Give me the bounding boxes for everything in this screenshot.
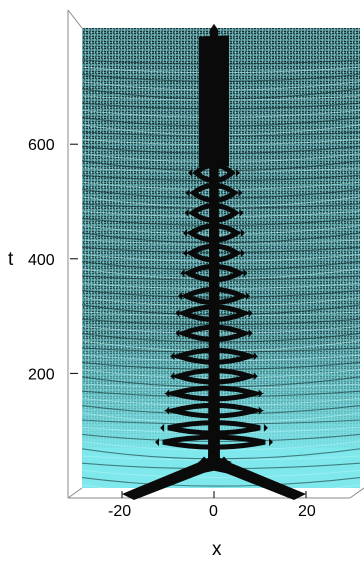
bottom-right-diagonal	[349, 487, 364, 499]
breather-loop	[189, 182, 239, 203]
breather-loop	[170, 368, 258, 385]
breather-loop	[167, 420, 261, 436]
upper-column	[199, 35, 229, 168]
breather-loop	[186, 223, 242, 243]
y-axis-ticks: 200 400 600	[28, 137, 78, 383]
breather-loop	[176, 324, 252, 342]
breather-loop	[176, 304, 252, 323]
y-axis-label: t	[8, 249, 14, 270]
breather-loop	[186, 243, 242, 263]
x-axis-ticks: -20 0 20	[108, 491, 316, 520]
wave-pattern	[122, 23, 306, 500]
collision-core	[186, 456, 242, 477]
breather-loop	[170, 347, 258, 365]
breather-loop	[163, 402, 265, 419]
y-tick-label: 600	[28, 137, 55, 154]
breather-loop	[163, 385, 265, 402]
ripple-line	[82, 477, 360, 487]
bottom-left-diagonal	[67, 487, 83, 499]
breather-loop	[180, 286, 248, 306]
breather-loop	[188, 203, 240, 223]
breather-loop	[183, 263, 245, 283]
x-tick-label: 20	[298, 503, 316, 520]
y-tick-label: 400	[28, 252, 55, 269]
x-tick-label: -20	[108, 503, 131, 520]
breather-loop	[162, 434, 266, 450]
y-tick-label: 200	[28, 366, 55, 383]
x-axis-label: x	[212, 539, 222, 560]
back-left-diagonal	[67, 9, 83, 29]
x-tick-label: 0	[209, 503, 218, 520]
ripple-line	[82, 470, 360, 478]
